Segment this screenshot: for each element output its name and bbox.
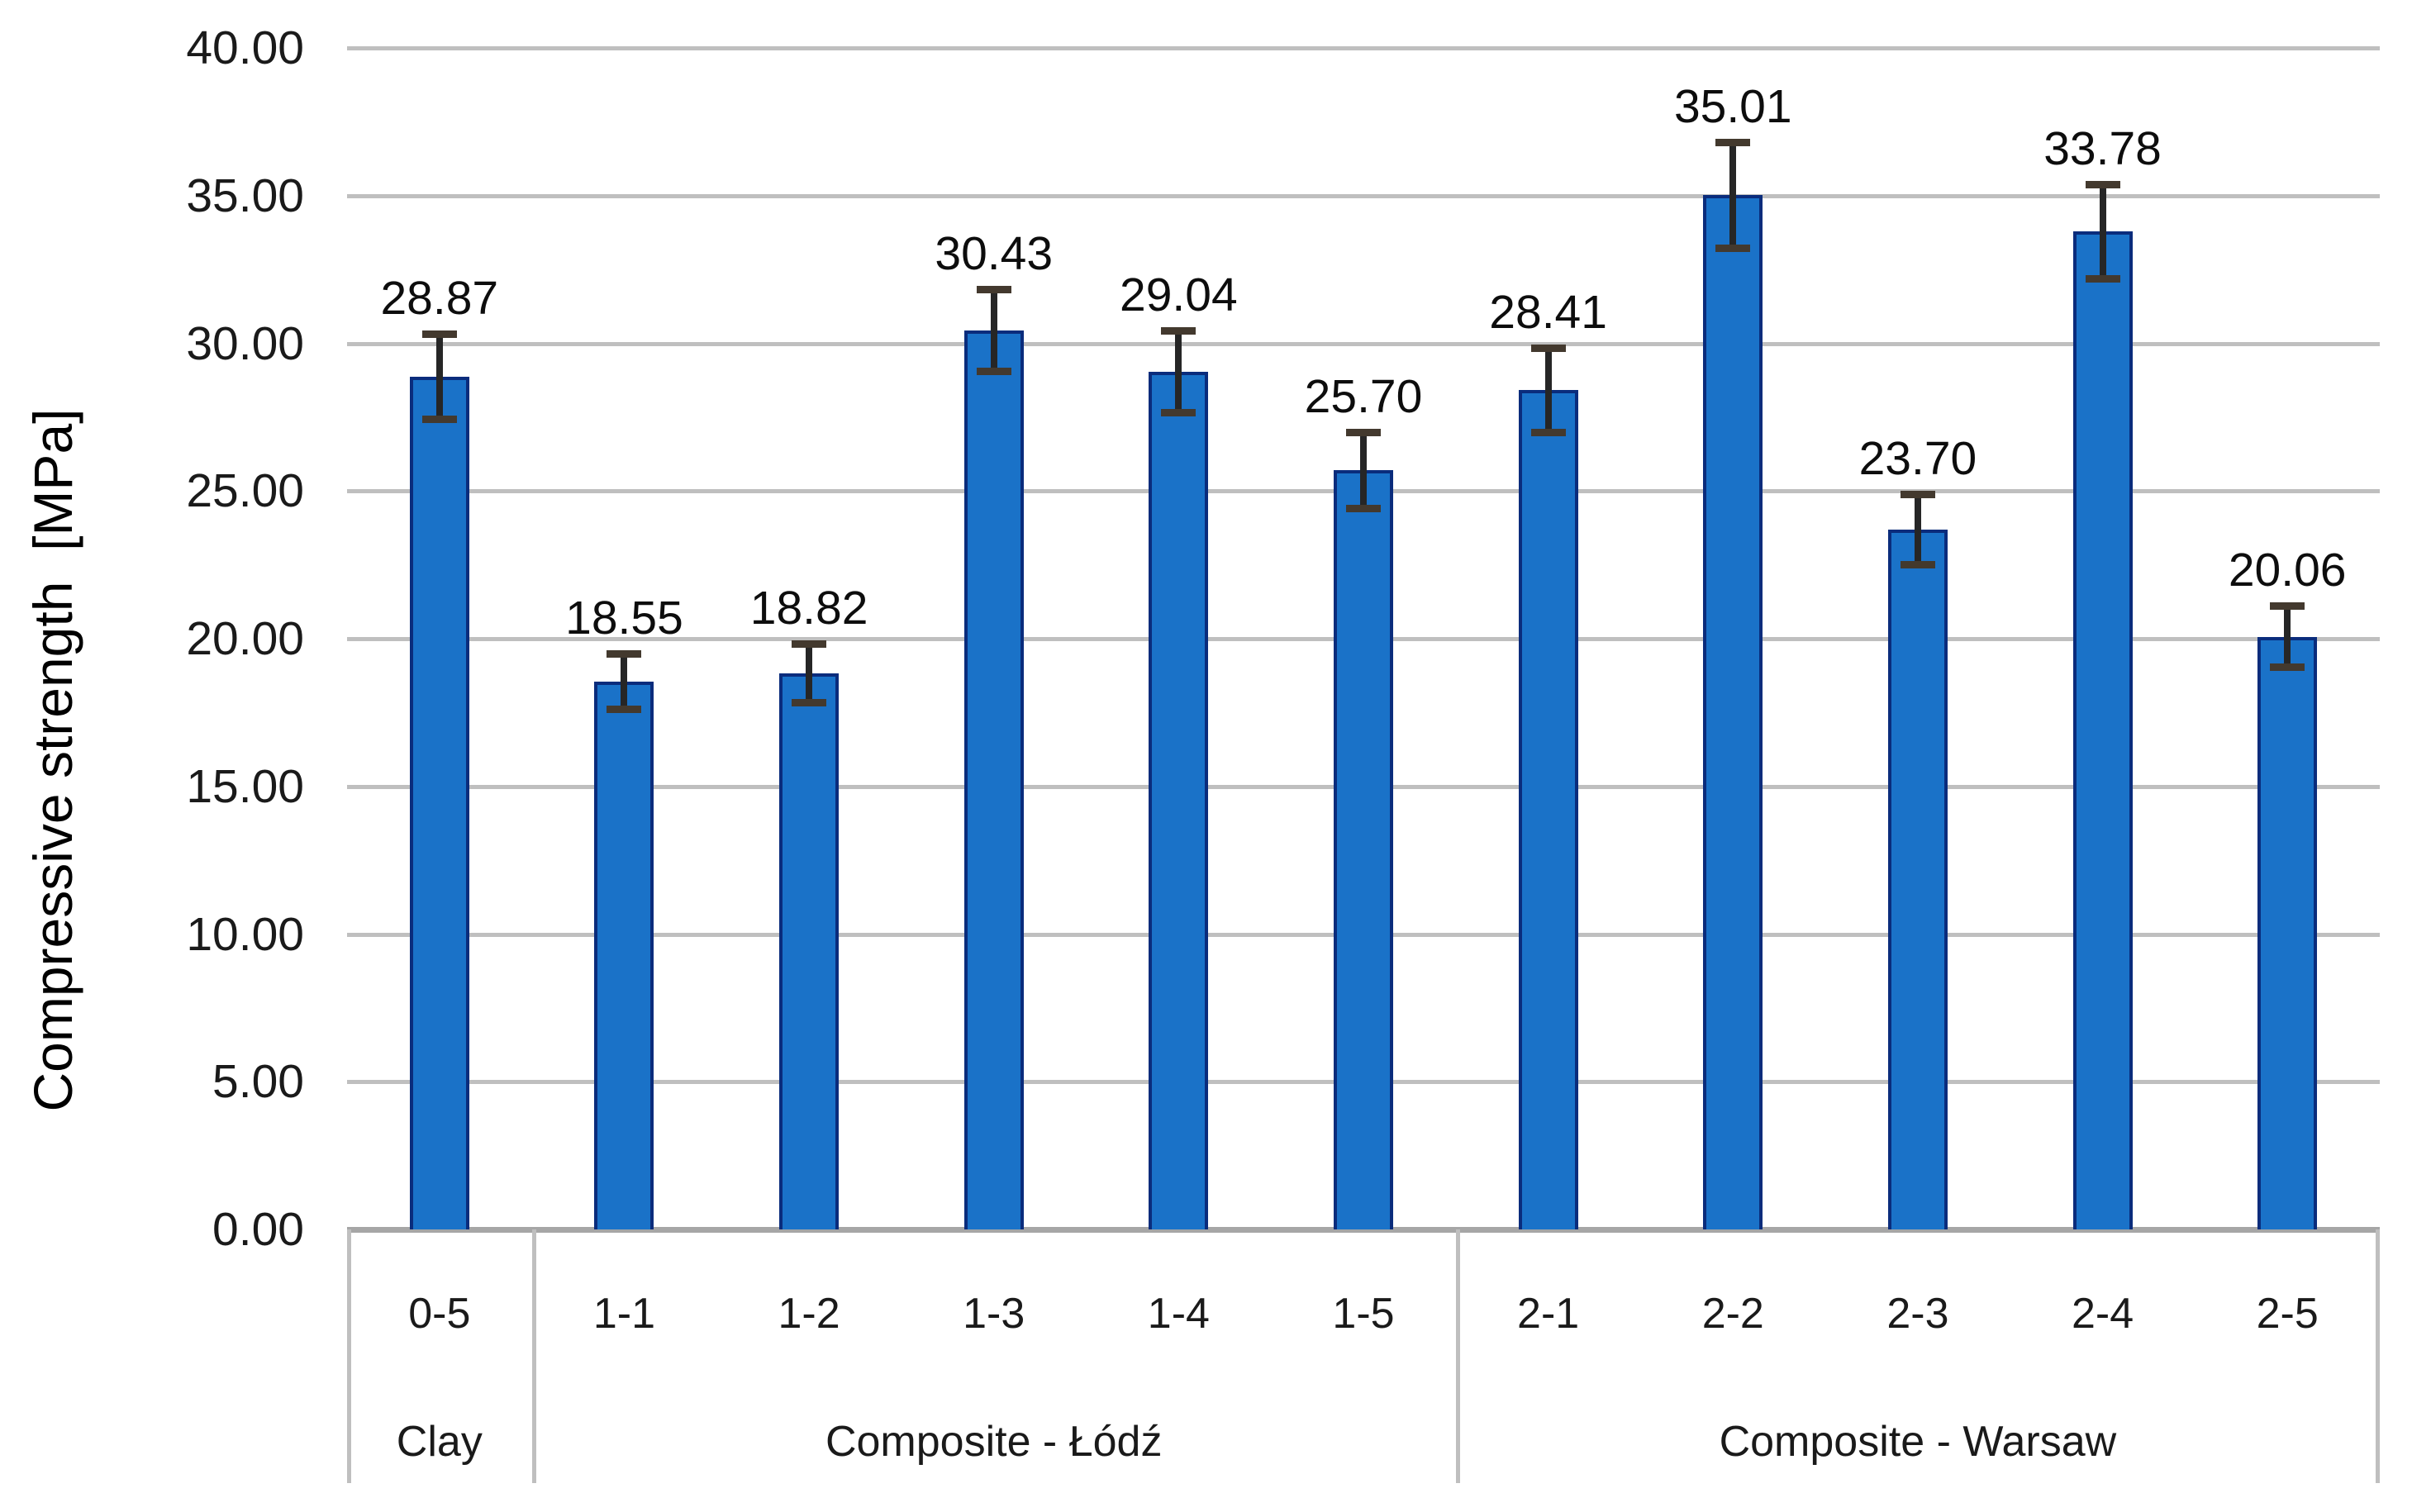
error-bar-cap-top	[2085, 181, 2120, 189]
error-bar-cap-bottom	[1346, 504, 1381, 512]
bar	[2072, 231, 2133, 1229]
y-tick-label: 20.00	[186, 612, 304, 665]
y-tick-label: 35.00	[186, 169, 304, 222]
y-tick-label: 10.00	[186, 907, 304, 961]
bar	[409, 376, 469, 1229]
table-divider	[347, 1229, 351, 1483]
error-bar-cap-top	[792, 640, 827, 649]
bar	[2257, 636, 2318, 1229]
x-category-label: 2-4	[2071, 1290, 2134, 1338]
error-bar-cap-top	[976, 286, 1011, 294]
error-bar-cap-top	[1346, 428, 1381, 436]
error-bar-cap-bottom	[607, 705, 642, 713]
error-bar-cap-top	[1715, 139, 1751, 147]
x-category-label: 0-5	[408, 1290, 471, 1338]
bar-value-label: 28.87	[380, 272, 499, 326]
bar-value-label: 18.55	[565, 591, 683, 644]
gridline	[347, 46, 2380, 50]
error-bar-cap-top	[2270, 602, 2305, 611]
table-divider	[531, 1229, 536, 1483]
error-bar-whisker	[1914, 493, 1921, 565]
x-category-label: 2-2	[1701, 1290, 1764, 1338]
bar	[1887, 529, 1948, 1229]
error-bar-whisker	[435, 334, 443, 420]
x-group-label: Clay	[396, 1418, 483, 1466]
bar-value-label: 23.70	[1858, 431, 1977, 485]
y-tick-label: 25.00	[186, 464, 304, 518]
bar	[594, 681, 654, 1229]
x-category-label: 1-1	[592, 1290, 656, 1338]
x-category-label: 1-4	[1147, 1290, 1210, 1338]
bar	[1703, 195, 1763, 1229]
error-bar-whisker	[1360, 431, 1367, 509]
bar-value-label: 28.41	[1489, 285, 1607, 339]
error-bar-cap-bottom	[2270, 663, 2305, 672]
y-tick-label: 15.00	[186, 759, 304, 813]
error-bar-cap-bottom	[792, 698, 827, 706]
error-bar-whisker	[806, 644, 813, 703]
bar	[1518, 390, 1578, 1229]
error-bar-whisker	[1544, 347, 1552, 434]
gridline	[347, 341, 2380, 346]
error-bar-whisker	[1175, 330, 1182, 413]
error-bar-cap-top	[1530, 344, 1566, 352]
table-divider	[2376, 1229, 2380, 1483]
bar	[1334, 470, 1393, 1229]
x-category-label: 2-3	[1886, 1290, 1949, 1338]
x-axis-line	[347, 1227, 2380, 1233]
x-category-label: 1-5	[1332, 1290, 1395, 1338]
error-bar-cap-bottom	[1715, 244, 1751, 252]
x-category-label: 1-3	[963, 1290, 1025, 1338]
y-tick-label: 5.00	[212, 1055, 304, 1109]
error-bar-cap-top	[1900, 490, 1935, 498]
error-bar-whisker	[2284, 606, 2291, 668]
bar-value-label: 20.06	[2228, 544, 2347, 597]
bar-value-label: 29.04	[1120, 268, 1238, 321]
error-bar-cap-top	[1161, 326, 1196, 335]
error-bar-cap-bottom	[1900, 560, 1935, 568]
error-bar-cap-top	[607, 649, 642, 658]
y-tick-label: 40.00	[186, 21, 304, 74]
error-bar-cap-bottom	[421, 415, 457, 423]
gridline	[347, 193, 2380, 198]
error-bar-whisker	[621, 653, 628, 710]
x-category-label: 2-5	[2256, 1290, 2319, 1338]
bar-value-label: 35.01	[1673, 80, 1792, 134]
bar	[1149, 371, 1209, 1229]
x-group-label: Composite - Warsaw	[1719, 1418, 2117, 1466]
error-bar-cap-bottom	[1530, 429, 1566, 437]
bar	[779, 673, 840, 1229]
y-tick-label: 0.00	[212, 1203, 304, 1256]
error-bar-cap-bottom	[976, 368, 1011, 376]
table-divider	[1455, 1229, 1460, 1483]
bar-value-label: 30.43	[935, 227, 1054, 281]
error-bar-whisker	[990, 289, 997, 373]
error-bar-whisker	[2099, 184, 2106, 279]
x-category-label: 2-1	[1517, 1290, 1580, 1338]
y-tick-label: 30.00	[186, 316, 304, 370]
error-bar-whisker	[1729, 142, 1737, 249]
x-group-label: Composite - Łódź	[825, 1418, 1163, 1466]
error-bar-cap-bottom	[2085, 274, 2120, 283]
bar-value-label: 33.78	[2043, 122, 2162, 176]
bar	[963, 330, 1024, 1229]
x-category-label: 1-2	[778, 1290, 840, 1338]
error-bar-cap-bottom	[1161, 408, 1196, 416]
bar-value-label: 18.82	[749, 582, 868, 635]
error-bar-cap-top	[421, 330, 457, 339]
bar-value-label: 25.70	[1304, 369, 1423, 423]
